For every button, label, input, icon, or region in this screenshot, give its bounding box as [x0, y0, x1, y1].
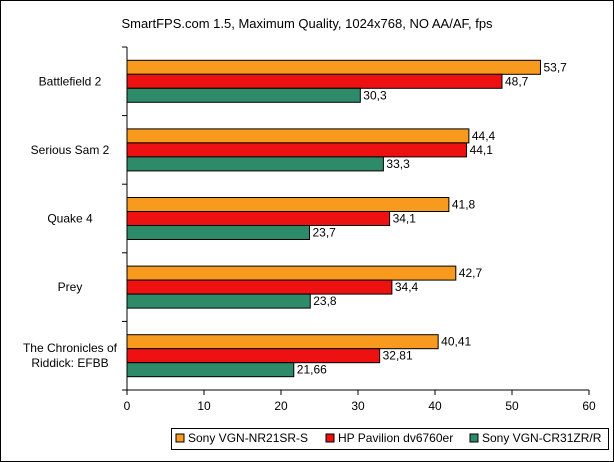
- legend-swatch-0: [175, 433, 185, 443]
- bar-2-2: [126, 225, 310, 240]
- x-tick-label-3: 30: [351, 399, 365, 413]
- data-label-4-1: 32,81: [383, 349, 413, 363]
- category-label-1-0: Serious Sam 2: [31, 143, 110, 157]
- legend-label-0: Sony VGN-NR21SR-S: [188, 431, 308, 445]
- category-label-0-0: Battlefield 2: [39, 74, 102, 88]
- data-label-1-1: 44,1: [470, 143, 494, 157]
- bar-4-2: [126, 362, 295, 378]
- bar-4-0: [126, 334, 439, 350]
- data-label-2-2: 23,7: [312, 226, 336, 240]
- bar-1-0: [126, 128, 470, 144]
- x-tick-label-2: 20: [274, 399, 288, 413]
- data-label-3-0: 42,7: [459, 266, 483, 280]
- bar-4-1: [126, 348, 381, 364]
- data-label-4-0: 40,41: [441, 335, 471, 349]
- x-tick-label-5: 50: [505, 399, 519, 413]
- bar-2-1: [126, 211, 391, 226]
- legend-swatch-2: [469, 433, 479, 443]
- bar-1-1: [126, 142, 468, 158]
- x-tick-label-4: 40: [428, 399, 442, 413]
- data-label-2-1: 34,1: [393, 212, 417, 226]
- legend-box: [171, 428, 609, 450]
- data-label-0-0: 53,7: [543, 60, 567, 74]
- bar-0-2: [126, 87, 361, 103]
- bar-3-1: [126, 279, 393, 295]
- category-label-3-0: Prey: [58, 280, 83, 294]
- plot-area: 53,7 48,7 30,3 44,444,1 33,3 41,8 34,1 23,7 42,7…: [23, 46, 596, 413]
- legend-label-1: HP Pavilion dv6760er: [338, 431, 453, 445]
- x-tick-label-0: 0: [124, 399, 131, 413]
- x-tick-label-6: 60: [582, 399, 596, 413]
- data-label-0-1: 48,7: [505, 74, 529, 88]
- category-label-4-0: The Chronicles of: [23, 341, 118, 355]
- data-label-3-2: 23,8: [313, 294, 337, 308]
- legend-swatch-1: [325, 433, 335, 443]
- bar-3-2: [126, 293, 311, 309]
- data-label-2-0: 41,8: [452, 198, 476, 212]
- data-label-0-2: 30,3: [363, 88, 387, 102]
- legend: Sony VGN-NR21SR-S HP Pavilion dv6760er Son…: [171, 428, 609, 450]
- category-label-2-0: Quake 4: [47, 212, 93, 226]
- data-label-4-2: 21,66: [297, 363, 327, 377]
- bar-0-0: [126, 59, 541, 75]
- data-label-3-1: 34,4: [395, 280, 419, 294]
- category-label-4-1: Riddick: EFBB: [31, 356, 108, 370]
- bar-1-2: [126, 156, 384, 172]
- bar-0-1: [126, 73, 503, 89]
- data-label-1-0: 44,4: [472, 129, 496, 143]
- legend-label-2: Sony VGN-CR31ZR/R: [482, 431, 602, 445]
- bar-3-0: [126, 265, 457, 281]
- chart-title: SmartFPS.com 1.5, Maximum Quality, 1024x…: [121, 16, 493, 31]
- x-tick-label-1: 10: [197, 399, 211, 413]
- bar-2-0: [126, 197, 450, 212]
- data-label-1-2: 33,3: [386, 157, 410, 171]
